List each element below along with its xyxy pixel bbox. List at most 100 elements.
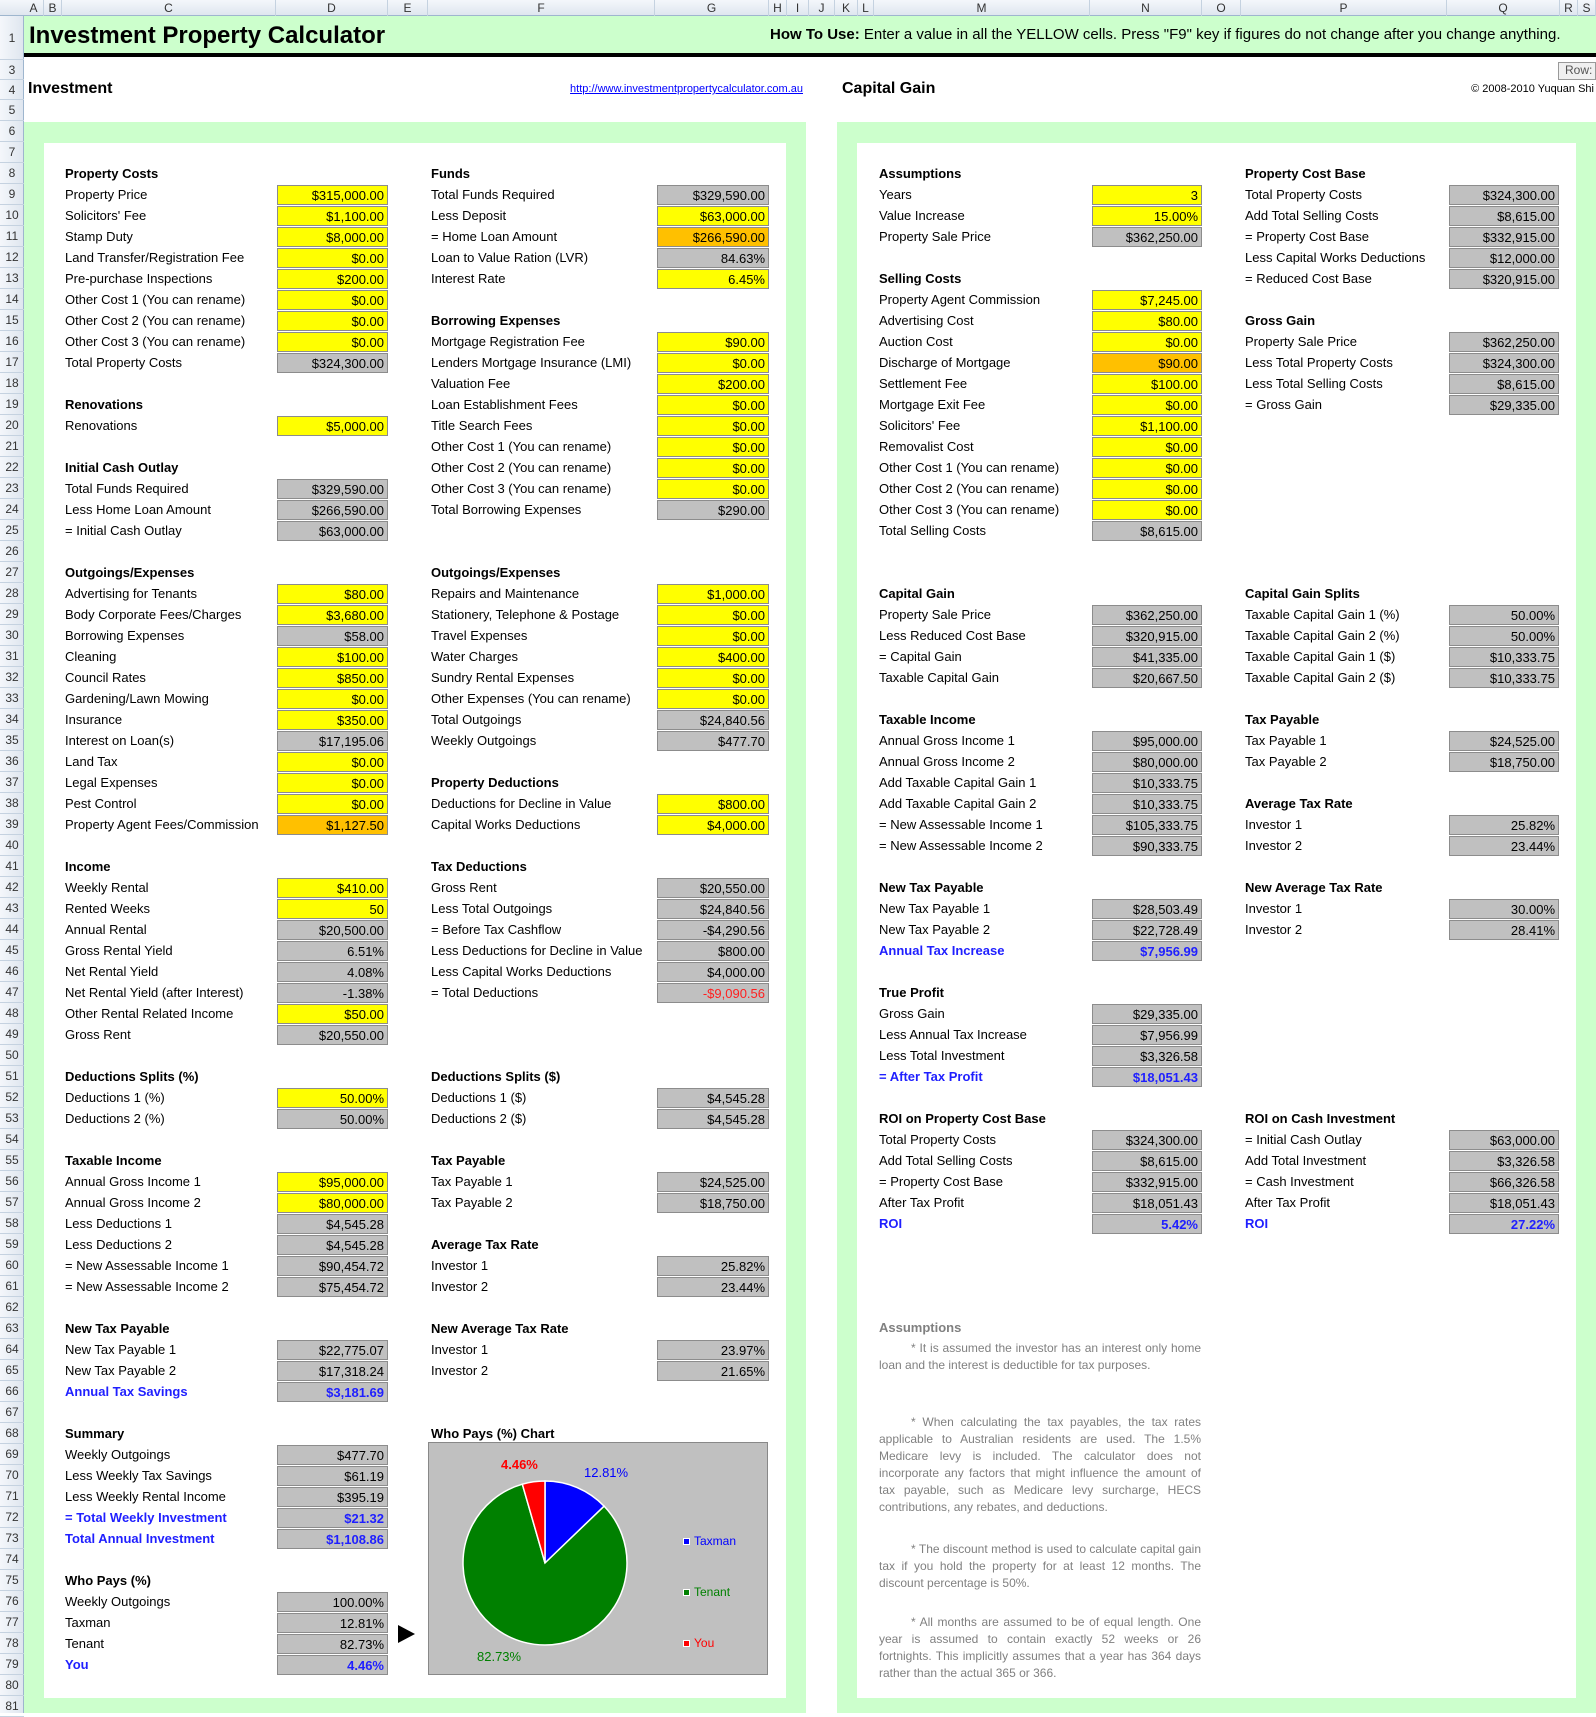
row-header[interactable]: 33 [0,688,24,709]
column-header[interactable]: K [835,0,858,16]
value-cell[interactable]: $10,333.75 [1449,647,1559,667]
column-header[interactable]: R [1560,0,1578,16]
row-header[interactable]: 7 [0,142,24,163]
row-header[interactable]: 77 [0,1612,24,1633]
value-cell[interactable]: $3,181.69 [277,1382,388,1402]
row-header[interactable]: 47 [0,982,24,1003]
input-cell[interactable]: $50.00 [277,1004,388,1024]
value-cell[interactable]: $362,250.00 [1092,227,1202,247]
value-cell[interactable]: 5.42% [1092,1214,1202,1234]
input-cell[interactable]: $0.00 [277,689,388,709]
value-cell[interactable]: $24,840.56 [657,710,769,730]
row-header[interactable]: 43 [0,898,24,919]
row-header[interactable]: 52 [0,1087,24,1108]
row-header[interactable]: 26 [0,541,24,562]
value-cell[interactable]: $320,915.00 [1092,626,1202,646]
value-cell[interactable]: $18,051.43 [1092,1067,1202,1087]
input-cell[interactable]: $800.00 [657,794,769,814]
row-header[interactable]: 62 [0,1297,24,1318]
value-cell[interactable]: $8,615.00 [1449,206,1559,226]
value-cell[interactable]: -$9,090.56 [657,983,769,1003]
input-cell[interactable]: $0.00 [657,416,769,436]
value-cell[interactable]: $90.00 [1092,353,1202,373]
value-cell[interactable]: $4,545.28 [277,1214,388,1234]
column-header[interactable]: A [24,0,44,16]
column-header[interactable]: F [428,0,655,16]
value-cell[interactable]: 23.44% [1449,836,1559,856]
row-header[interactable]: 4 [0,80,24,100]
row-header[interactable]: 59 [0,1234,24,1255]
input-cell[interactable]: $7,245.00 [1092,290,1202,310]
input-cell[interactable]: $0.00 [657,689,769,709]
value-cell[interactable]: $290.00 [657,500,769,520]
input-cell[interactable]: $1,100.00 [1092,416,1202,436]
input-cell[interactable]: $3,680.00 [277,605,388,625]
value-cell[interactable]: 4.46% [277,1655,388,1675]
row-header[interactable]: 70 [0,1465,24,1486]
value-cell[interactable]: $4,545.28 [657,1109,769,1129]
input-cell[interactable]: 50 [277,899,388,919]
row-header[interactable]: 39 [0,814,24,835]
value-cell[interactable]: 23.44% [657,1277,769,1297]
row-header[interactable]: 66 [0,1381,24,1402]
value-cell[interactable]: $324,300.00 [1449,185,1559,205]
value-cell[interactable]: $10,333.75 [1092,794,1202,814]
value-cell[interactable]: $18,750.00 [657,1193,769,1213]
row-header[interactable]: 76 [0,1591,24,1612]
column-header[interactable]: B [44,0,62,16]
input-cell[interactable]: $0.00 [1092,395,1202,415]
value-cell[interactable]: 30.00% [1449,899,1559,919]
value-cell[interactable]: $17,318.24 [277,1361,388,1381]
row-header[interactable]: 49 [0,1024,24,1045]
value-cell[interactable]: $24,525.00 [657,1172,769,1192]
input-cell[interactable]: $80,000.00 [277,1193,388,1213]
value-cell[interactable]: $3,326.58 [1092,1046,1202,1066]
column-header[interactable]: C [62,0,276,16]
row-header[interactable]: 81 [0,1696,24,1717]
value-cell[interactable]: $20,550.00 [277,1025,388,1045]
value-cell[interactable]: $18,051.43 [1449,1193,1559,1213]
value-cell[interactable]: 27.22% [1449,1214,1559,1234]
row-header[interactable]: 19 [0,394,24,415]
value-cell[interactable]: 50.00% [1449,626,1559,646]
value-cell[interactable]: $395.19 [277,1487,388,1507]
input-cell[interactable]: $0.00 [277,311,388,331]
input-cell[interactable]: $0.00 [1092,332,1202,352]
input-cell[interactable]: $0.00 [657,605,769,625]
value-cell[interactable]: $7,956.99 [1092,1025,1202,1045]
value-cell[interactable]: $75,454.72 [277,1277,388,1297]
input-cell[interactable]: $0.00 [657,668,769,688]
value-cell[interactable]: $332,915.00 [1449,227,1559,247]
row-header[interactable]: 5 [0,100,24,121]
value-cell[interactable]: 82.73% [277,1634,388,1654]
value-cell[interactable]: 50.00% [277,1109,388,1129]
value-cell[interactable]: 100.00% [277,1592,388,1612]
input-cell[interactable]: $0.00 [1092,458,1202,478]
input-cell[interactable]: $100.00 [277,647,388,667]
row-header[interactable]: 80 [0,1675,24,1696]
row-header[interactable]: 58 [0,1213,24,1234]
row-header[interactable]: 31 [0,646,24,667]
value-cell[interactable]: $22,728.49 [1092,920,1202,940]
row-header[interactable]: 50 [0,1045,24,1066]
row-header[interactable]: 36 [0,751,24,772]
value-cell[interactable]: $329,590.00 [657,185,769,205]
value-cell[interactable]: $90,454.72 [277,1256,388,1276]
input-cell[interactable]: $0.00 [1092,500,1202,520]
row-header[interactable]: 17 [0,352,24,373]
value-cell[interactable]: $18,750.00 [1449,752,1559,772]
row-header[interactable]: 21 [0,436,24,457]
input-cell[interactable]: 15.00% [1092,206,1202,226]
value-cell[interactable]: $80,000.00 [1092,752,1202,772]
row-header[interactable]: 71 [0,1486,24,1507]
input-cell[interactable]: 6.45% [657,269,769,289]
column-header[interactable]: H [769,0,787,16]
input-cell[interactable]: $0.00 [1092,479,1202,499]
value-cell[interactable]: $22,775.07 [277,1340,388,1360]
row-header[interactable]: 69 [0,1444,24,1465]
row-header[interactable]: 41 [0,856,24,877]
input-cell[interactable]: $200.00 [277,269,388,289]
input-cell[interactable]: $4,000.00 [657,815,769,835]
row-header[interactable]: 1 [0,17,24,60]
column-header[interactable]: D [276,0,388,16]
